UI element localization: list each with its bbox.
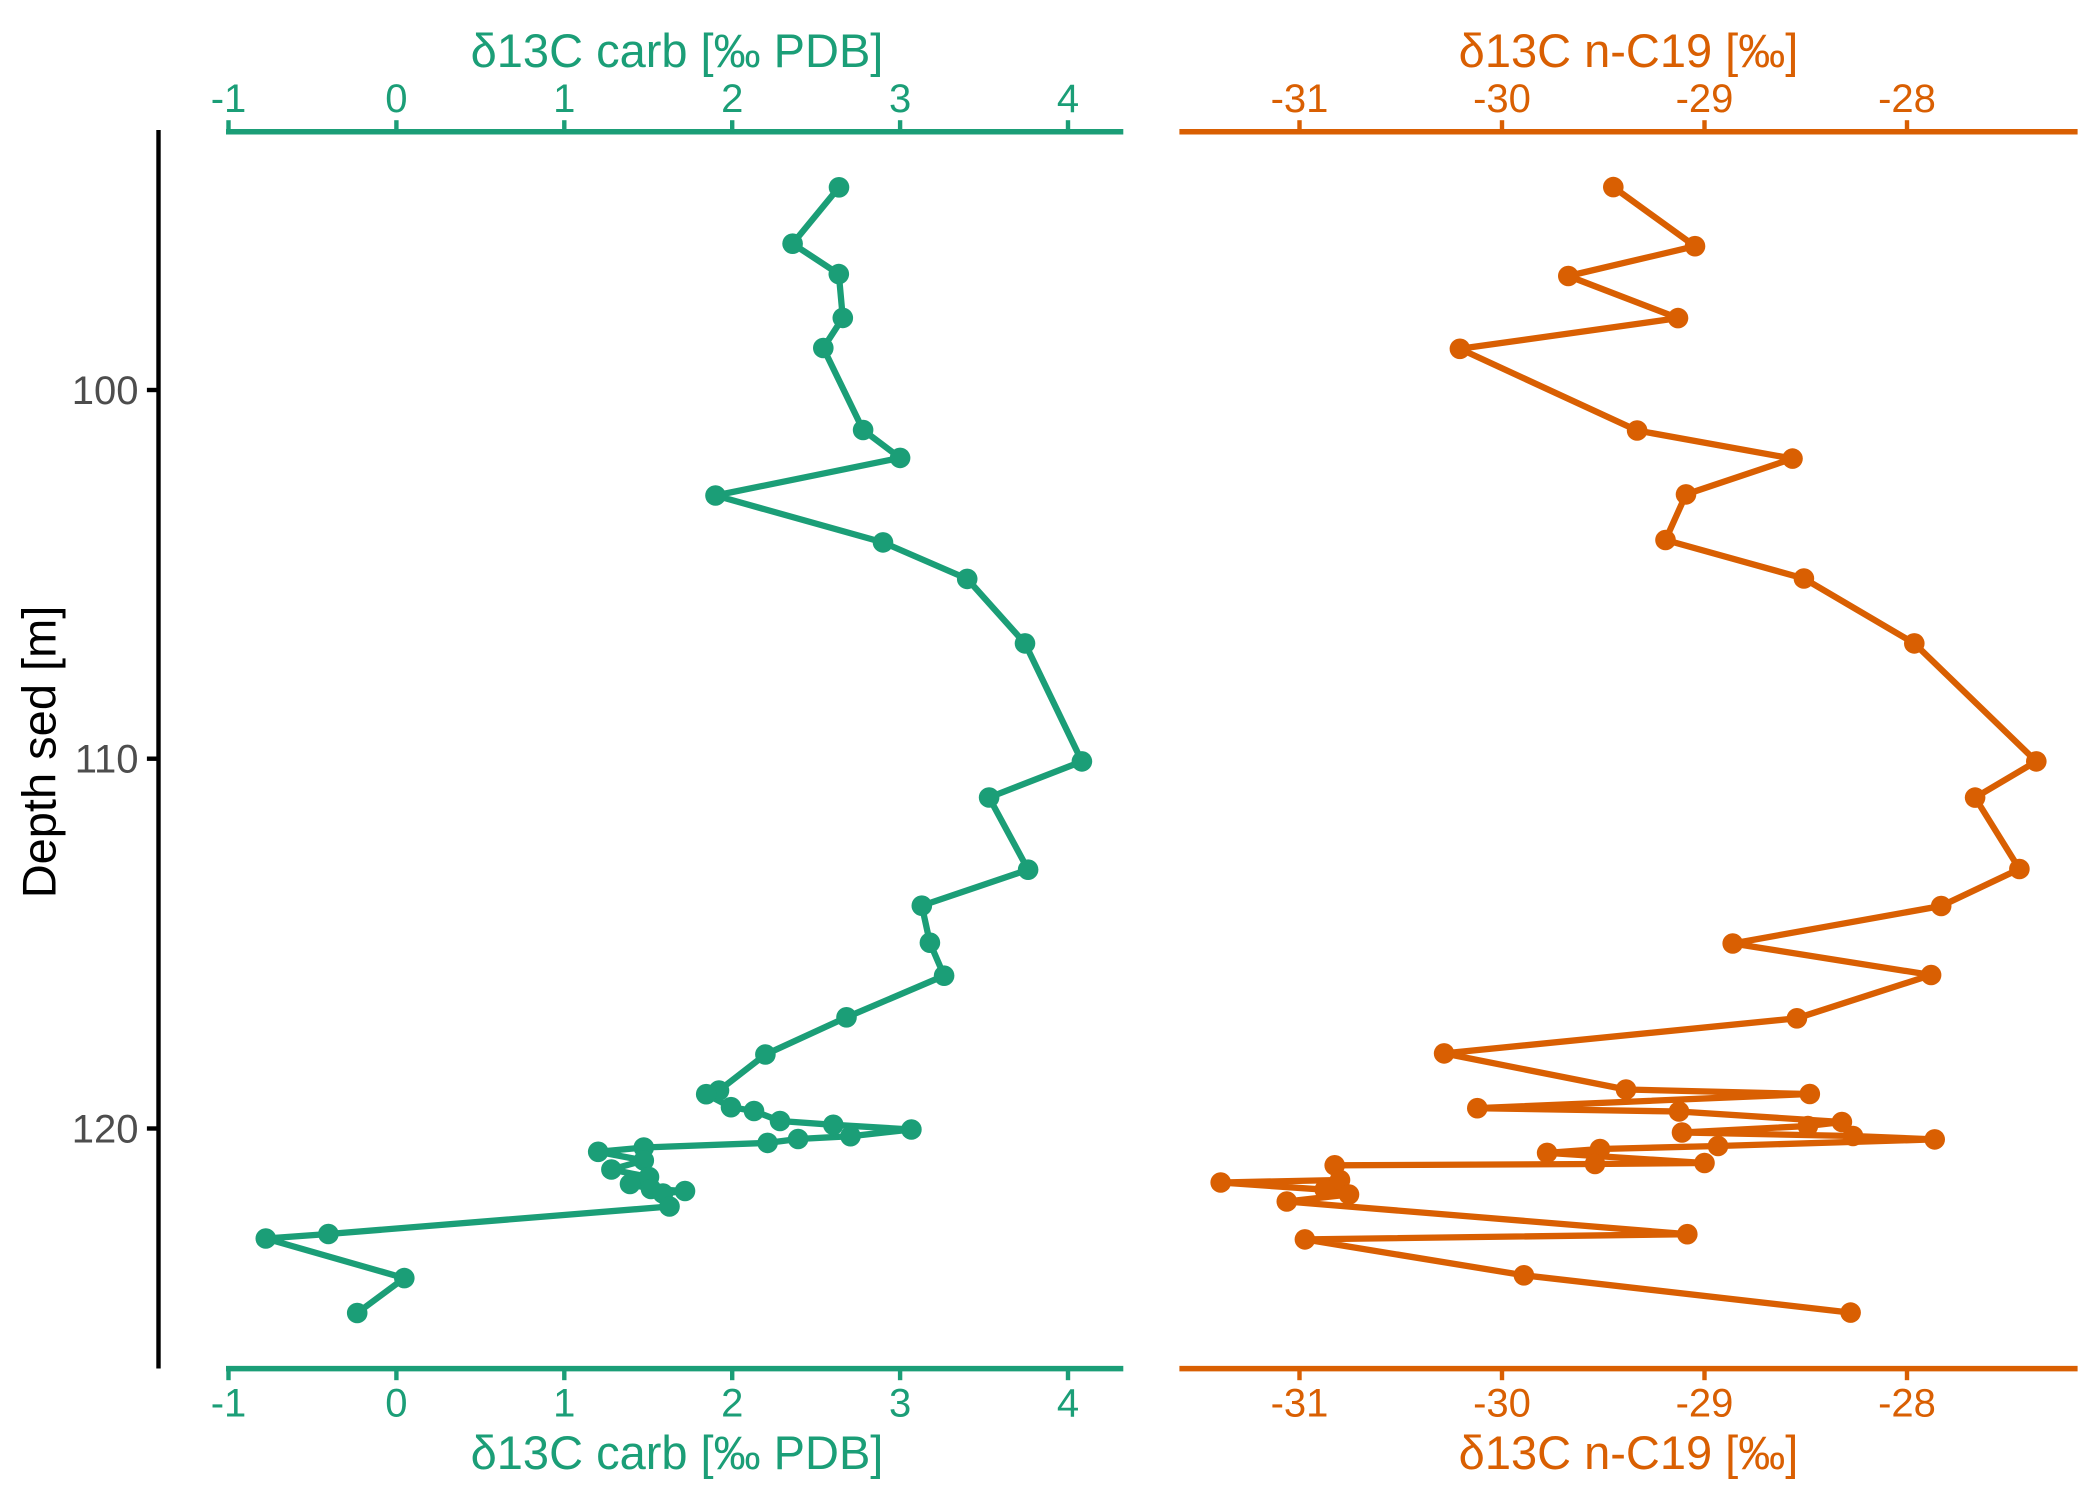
svg-text:1: 1 bbox=[553, 77, 575, 121]
svg-text:-1: -1 bbox=[211, 1382, 247, 1426]
svg-text:0: 0 bbox=[385, 77, 407, 121]
svg-text:-29: -29 bbox=[1676, 77, 1734, 121]
svg-text:δ13C n-C19 [‰]: δ13C n-C19 [‰] bbox=[1459, 1426, 1799, 1479]
svg-text:δ13C n-C19 [‰]: δ13C n-C19 [‰] bbox=[1459, 24, 1799, 77]
svg-text:-31: -31 bbox=[1271, 1382, 1329, 1426]
svg-text:-31: -31 bbox=[1271, 77, 1329, 121]
svg-text:-28: -28 bbox=[1878, 1382, 1936, 1426]
svg-text:-28: -28 bbox=[1878, 77, 1936, 121]
svg-text:3: 3 bbox=[889, 1382, 911, 1426]
svg-text:-30: -30 bbox=[1473, 77, 1531, 121]
svg-text:4: 4 bbox=[1057, 77, 1079, 121]
svg-text:-30: -30 bbox=[1473, 1382, 1531, 1426]
svg-text:δ13C carb [‰ PDB]: δ13C carb [‰ PDB] bbox=[471, 1426, 884, 1479]
svg-text:3: 3 bbox=[889, 77, 911, 121]
svg-text:0: 0 bbox=[385, 1382, 407, 1426]
svg-text:110: 110 bbox=[75, 738, 139, 782]
svg-text:-1: -1 bbox=[211, 77, 247, 121]
svg-text:100: 100 bbox=[72, 369, 139, 413]
svg-text:4: 4 bbox=[1057, 1382, 1079, 1426]
svg-text:1: 1 bbox=[553, 1382, 575, 1426]
svg-text:120: 120 bbox=[72, 1107, 139, 1151]
svg-text:-29: -29 bbox=[1676, 1382, 1734, 1426]
svg-text:2: 2 bbox=[721, 77, 743, 121]
svg-text:2: 2 bbox=[721, 1382, 743, 1426]
svg-text:Depth sed [m]: Depth sed [m] bbox=[13, 606, 66, 899]
svg-text:δ13C carb [‰ PDB]: δ13C carb [‰ PDB] bbox=[471, 24, 884, 77]
